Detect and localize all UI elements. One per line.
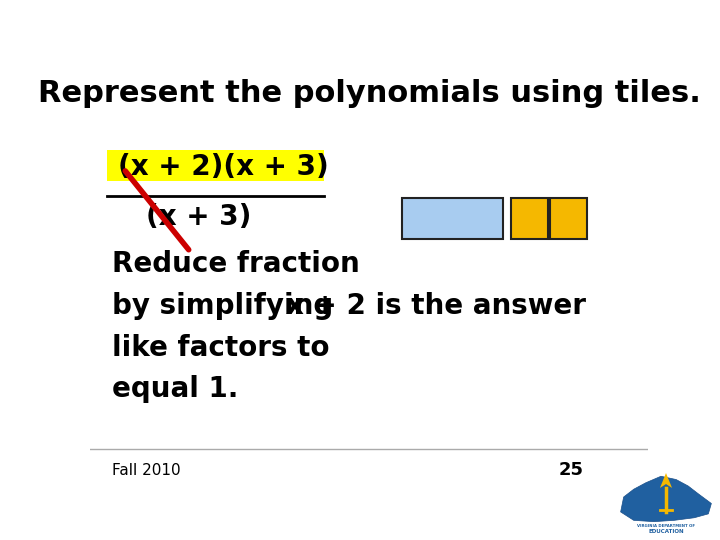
Polygon shape bbox=[660, 473, 672, 488]
Text: by simplifying: by simplifying bbox=[112, 292, 333, 320]
Bar bbox=[402, 198, 503, 239]
Bar bbox=[511, 198, 548, 239]
Text: 25: 25 bbox=[559, 461, 584, 479]
Text: VIRGINIA DEPARTMENT OF: VIRGINIA DEPARTMENT OF bbox=[637, 523, 695, 528]
Text: Represent the polynomials using tiles.: Represent the polynomials using tiles. bbox=[37, 79, 701, 109]
Text: Reduce fraction: Reduce fraction bbox=[112, 251, 360, 279]
Polygon shape bbox=[621, 476, 711, 522]
Text: (x + 2)(x + 3): (x + 2)(x + 3) bbox=[118, 153, 328, 181]
Text: Fall 2010: Fall 2010 bbox=[112, 463, 181, 478]
Bar bbox=[550, 198, 587, 239]
Text: (x + 3): (x + 3) bbox=[145, 202, 251, 231]
Text: x + 2 is the answer: x + 2 is the answer bbox=[286, 292, 586, 320]
Text: equal 1.: equal 1. bbox=[112, 375, 239, 403]
FancyBboxPatch shape bbox=[107, 150, 324, 181]
Text: EDUCATION: EDUCATION bbox=[648, 529, 684, 534]
Text: like factors to: like factors to bbox=[112, 334, 330, 362]
